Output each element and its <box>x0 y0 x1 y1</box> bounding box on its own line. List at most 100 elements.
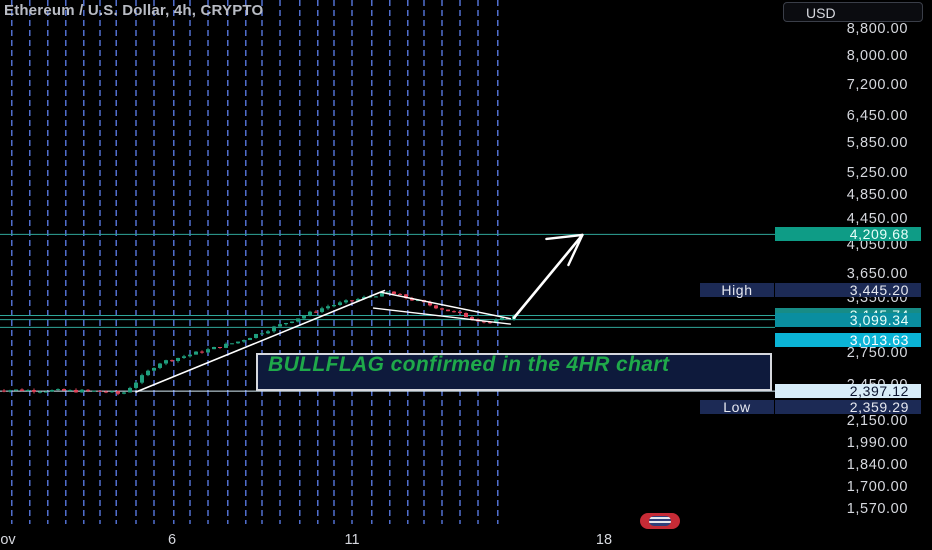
candle-body <box>464 312 468 318</box>
candle-body <box>32 390 36 392</box>
price-axis-label: 4,850.00 <box>846 186 908 203</box>
candle-body <box>392 291 396 294</box>
level-tag: 3,013.63 <box>775 333 921 348</box>
level-tag: 3,099.34 <box>775 312 921 327</box>
time-axis-label: ov <box>0 532 16 548</box>
candle-body <box>500 317 504 320</box>
candle-body <box>140 375 144 383</box>
candle-body <box>362 296 366 299</box>
high-label-tag: High <box>700 283 774 298</box>
candle-body <box>290 321 294 323</box>
candle-body <box>242 340 246 342</box>
price-axis-label: 5,250.00 <box>846 164 908 181</box>
candle-body <box>374 296 378 298</box>
candle-body <box>68 389 72 391</box>
candle-body <box>254 333 258 338</box>
candle-body <box>176 357 180 362</box>
flagpole-line <box>135 289 386 393</box>
candle-body <box>248 337 252 341</box>
candle-body <box>122 392 126 394</box>
candle-body <box>188 354 192 357</box>
candle-body <box>164 360 168 364</box>
candle-body <box>398 293 402 295</box>
candle-body <box>380 291 384 297</box>
annotation-text: BULLFLAG confirmed in the 4HR chart <box>268 353 670 376</box>
price-axis-label: 2,750.00 <box>846 344 908 361</box>
candle-body <box>128 387 132 393</box>
candle-body <box>428 302 432 306</box>
candle-body <box>86 389 90 391</box>
price-axis-label: 8,000.00 <box>846 47 908 64</box>
candle-body <box>170 360 174 362</box>
projection-arrowhead <box>545 233 584 267</box>
candle-body <box>182 356 186 358</box>
us-flag-icon[interactable] <box>640 513 680 529</box>
candle-body <box>20 389 24 392</box>
price-axis-label: 7,200.00 <box>846 76 908 93</box>
price-axis-label: 1,990.00 <box>846 434 908 451</box>
candle-body <box>494 319 498 323</box>
candle-body <box>200 351 204 353</box>
candle-body <box>14 389 18 391</box>
candle-body <box>326 306 330 309</box>
candle-body <box>314 311 318 313</box>
candle-body <box>332 304 336 307</box>
candle-body <box>458 311 462 313</box>
grid-layer <box>11 0 499 524</box>
candle-body <box>206 349 210 353</box>
flag-upper-line <box>380 291 512 320</box>
candle-body <box>2 390 6 392</box>
candle-body <box>488 322 492 324</box>
candle-body <box>356 298 360 301</box>
candle-body <box>56 389 60 391</box>
price-axis-label: 6,450.00 <box>846 107 908 124</box>
candle-body <box>308 311 312 316</box>
candle-body <box>296 318 300 322</box>
candle-body <box>272 326 276 332</box>
price-axis-label: 1,570.00 <box>846 501 908 517</box>
currency-button[interactable]: USD <box>783 2 923 22</box>
candle-body <box>404 294 408 299</box>
candle-body <box>338 302 342 305</box>
candle-body <box>218 346 222 348</box>
time-axis-label: 6 <box>167 532 177 548</box>
candle-body <box>434 305 438 309</box>
high-value-tag: 3,445.20 <box>775 283 921 298</box>
time-axis-label: 11 <box>344 532 360 548</box>
candle-body <box>110 391 114 393</box>
candle-body <box>146 370 150 376</box>
price-axis-label: 1,700.00 <box>846 478 908 495</box>
candle-body <box>104 391 108 393</box>
annotation-box[interactable]: BULLFLAG confirmed in the 4HR chart <box>256 353 772 391</box>
candle-body <box>44 391 48 393</box>
candle-body <box>416 300 420 302</box>
price-axis-label: 1,840.00 <box>846 456 908 473</box>
price-axis-label: 5,850.00 <box>846 134 908 151</box>
candle-body <box>320 308 324 312</box>
candle-body <box>134 382 138 388</box>
candle-body <box>446 309 450 312</box>
price-axis-label: 4,450.00 <box>846 210 908 227</box>
candle-body <box>8 390 12 392</box>
candle-body <box>62 389 66 391</box>
candle-body <box>50 390 54 392</box>
drawing-layer <box>135 233 584 393</box>
candle-body <box>260 333 264 335</box>
candle-body <box>350 300 354 302</box>
level-tag: 2,397.12 <box>775 384 921 399</box>
candle-body <box>116 391 120 394</box>
candle-body <box>302 315 306 319</box>
candle-body <box>212 346 216 350</box>
candle-body <box>452 311 456 313</box>
level-tag: 4,209.68 <box>775 227 921 242</box>
price-axis-label: 2,150.00 <box>846 413 908 430</box>
low-label-tag: Low <box>700 399 774 414</box>
candle-body <box>278 324 282 327</box>
candle-body <box>38 391 42 393</box>
projection-arrow-line <box>512 233 584 320</box>
candle-body <box>266 331 270 334</box>
candle-body <box>74 389 78 393</box>
candle-body <box>236 341 240 344</box>
candle-body <box>80 389 84 393</box>
